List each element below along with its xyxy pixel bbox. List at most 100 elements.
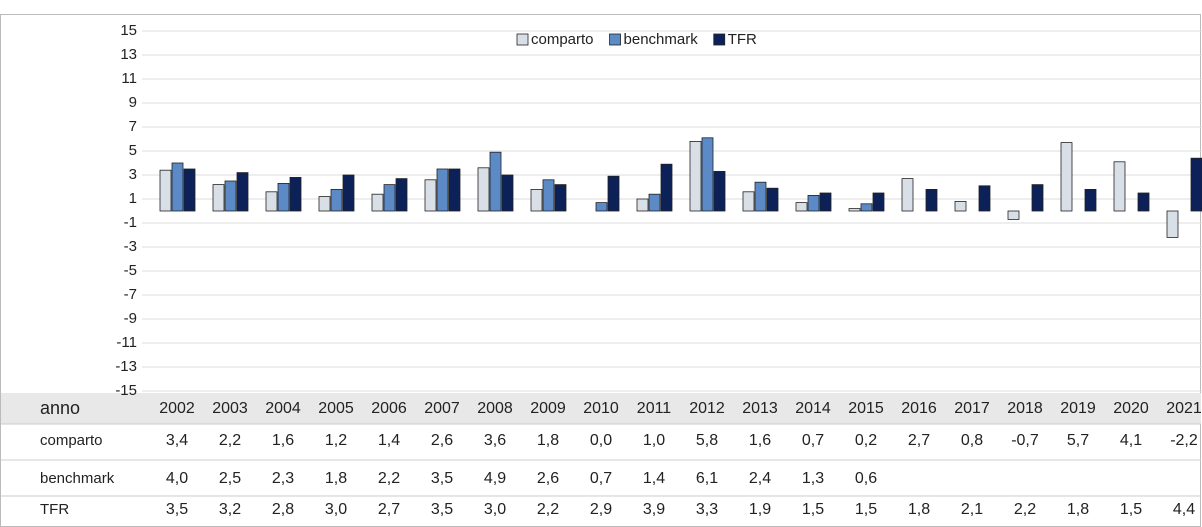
x-tick-label: 2015	[848, 400, 884, 417]
y-tick-label: 7	[129, 118, 137, 135]
x-tick-label: 2003	[212, 400, 248, 417]
y-tick-label: 5	[129, 142, 137, 159]
bar	[1031, 184, 1044, 212]
table-cell: 2,5	[219, 470, 241, 487]
table-cell: 3,9	[643, 501, 665, 518]
table-cell: 2,2	[537, 501, 559, 518]
table-cell: 4,4	[1173, 501, 1195, 518]
bar	[648, 193, 661, 212]
bar	[1007, 210, 1020, 220]
bar	[660, 163, 673, 212]
legend-swatch	[516, 33, 529, 46]
table-cell: 6,1	[696, 470, 718, 487]
bar	[371, 193, 384, 212]
row-label: comparto	[40, 432, 103, 449]
table-cell: 2,6	[431, 432, 453, 449]
y-tick-label: -5	[124, 262, 137, 279]
bar	[436, 168, 449, 212]
y-tick-label: -9	[124, 310, 137, 327]
x-tick-label: 2007	[424, 400, 460, 417]
bar	[1084, 188, 1097, 212]
table-cell: 1,5	[802, 501, 824, 518]
bar	[1113, 161, 1126, 212]
x-tick-label: 2020	[1113, 400, 1149, 417]
bar	[860, 203, 873, 212]
table-cell: 1,0	[643, 432, 665, 449]
x-tick-label: 2019	[1060, 400, 1096, 417]
bar	[277, 182, 290, 212]
table-cell: 0,2	[855, 432, 877, 449]
y-tick-label: 3	[129, 166, 137, 183]
bar	[954, 200, 967, 212]
table-header-bg	[1, 393, 1201, 424]
bar	[530, 188, 543, 212]
table-cell: 1,2	[325, 432, 347, 449]
table-cell: -0,7	[1011, 432, 1039, 449]
bar	[754, 181, 767, 212]
table-cell: 3,0	[325, 501, 347, 518]
x-tick-label: 2012	[689, 400, 725, 417]
table-cell: 0,7	[590, 470, 612, 487]
table-cell: 2,6	[537, 470, 559, 487]
table-cell: 2,7	[378, 501, 400, 518]
bar	[342, 174, 355, 212]
y-tick-label: -1	[124, 214, 137, 231]
bar	[795, 202, 808, 212]
x-tick-label: 2016	[901, 400, 937, 417]
table-cell: 1,6	[272, 432, 294, 449]
table-cell: 2,4	[749, 470, 771, 487]
y-tick-label: 9	[129, 94, 137, 111]
bar	[819, 192, 832, 212]
bar	[489, 151, 502, 212]
row-label: TFR	[40, 501, 69, 518]
table-cell: 2,8	[272, 501, 294, 518]
x-tick-label: 2008	[477, 400, 513, 417]
table-cell: 2,7	[908, 432, 930, 449]
y-tick-label: 1	[129, 190, 137, 207]
bar	[159, 169, 172, 212]
row-label: benchmark	[40, 470, 115, 487]
table-cell: 2,2	[378, 470, 400, 487]
x-tick-label: 2018	[1007, 400, 1043, 417]
x-tick-label: 2013	[742, 400, 778, 417]
x-tick-label: 2006	[371, 400, 407, 417]
table-cell: 0,0	[590, 432, 612, 449]
legend-label: comparto	[531, 31, 594, 48]
bar	[978, 185, 991, 212]
table-cell: 2,2	[219, 432, 241, 449]
bar	[554, 184, 567, 212]
x-tick-label: 2017	[954, 400, 990, 417]
y-tick-label: -3	[124, 238, 137, 255]
bar	[1060, 142, 1073, 212]
table-cell: 4,0	[166, 470, 188, 487]
table-cell: 2,9	[590, 501, 612, 518]
bar	[925, 188, 938, 212]
x-tick-label: 2009	[530, 400, 566, 417]
table-cell: 1,6	[749, 432, 771, 449]
table-cell: 3,5	[431, 501, 453, 518]
bar	[212, 184, 225, 212]
table-cell: 1,9	[749, 501, 771, 518]
bar	[595, 202, 608, 212]
bar	[448, 168, 461, 212]
x-tick-label: 2011	[637, 400, 672, 417]
table-cell: 2,2	[1014, 501, 1036, 518]
x-tick-label: 2021	[1166, 400, 1202, 417]
bar	[542, 179, 555, 212]
table-cell: 3,5	[166, 501, 188, 518]
table-cell: 0,7	[802, 432, 824, 449]
y-tick-label: -15	[115, 382, 137, 399]
table-cell: 1,8	[325, 470, 347, 487]
x-tick-label: 2004	[265, 400, 301, 417]
bar	[742, 191, 755, 212]
x-tick-label: 2002	[159, 400, 195, 417]
x-tick-label: 2010	[583, 400, 619, 417]
table-cell: 1,5	[855, 501, 877, 518]
table-cell: 0,8	[961, 432, 983, 449]
table-cell: 3,3	[696, 501, 718, 518]
bar	[424, 179, 437, 212]
bar	[636, 198, 649, 212]
table-cell: 3,0	[484, 501, 506, 518]
x-tick-label: 2005	[318, 400, 354, 417]
